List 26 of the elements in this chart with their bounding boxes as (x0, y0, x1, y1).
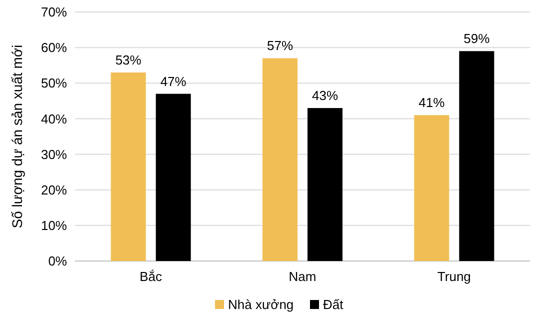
data-label: 41% (418, 95, 446, 110)
bar (308, 108, 342, 261)
data-label: 53% (115, 52, 142, 68)
bar (414, 115, 450, 261)
y-tick-label: 10% (40, 218, 68, 233)
y-tick-label: 0% (48, 254, 68, 269)
bar (459, 51, 494, 261)
x-tick-label: Trung (437, 269, 471, 284)
data-label: 59% (464, 31, 490, 46)
y-tick-label: 40% (40, 111, 68, 126)
y-axis-title: Số lượng dự án sản xuất mới (9, 44, 25, 228)
bar (156, 94, 191, 261)
y-tick-label: 70% (40, 4, 68, 20)
y-tick-label: 60% (40, 40, 68, 56)
data-label: 47% (160, 74, 187, 89)
x-tick-label: Bắc (140, 269, 163, 284)
y-tick-label: 50% (40, 76, 68, 91)
bar (262, 58, 298, 261)
legend-label: Đất (323, 297, 344, 312)
y-tick-label: 30% (40, 146, 68, 162)
y-tick-label: 20% (40, 182, 68, 198)
x-tick-label: Nam (288, 269, 316, 284)
data-label: 43% (312, 88, 338, 104)
legend-label: Nhà xưởng (228, 297, 294, 312)
bar (110, 72, 146, 261)
data-label: 57% (266, 38, 294, 54)
